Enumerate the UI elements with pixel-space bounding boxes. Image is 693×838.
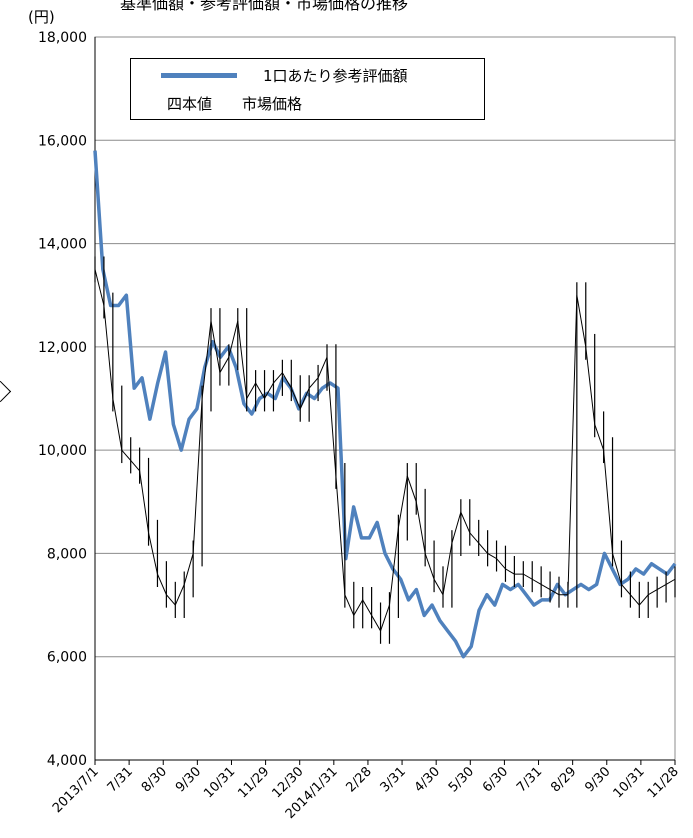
y-axis-unit: (円) [28,8,55,26]
x-tick-label: 8/30 [139,764,170,795]
y-tick-label: 12,000 [38,340,87,356]
series-line-reference-value [93,150,677,659]
x-tick-label: 6/30 [480,764,511,795]
x-tick-label: 10/31 [201,764,238,801]
y-tick-label: 10,000 [38,443,87,459]
legend-swatch-reference-value [161,73,237,78]
x-tick-label: 8/29 [548,764,579,795]
series-line-market-price [94,269,676,633]
legend-label-market-price: 四本値 市場価格 [167,95,303,113]
plot-area [94,36,676,761]
x-tick-label: 5/30 [446,764,477,795]
x-tick-label: 11/28 [645,764,682,801]
x-tick-label: 4/30 [412,764,443,795]
legend-label-reference-value: 1口あたり参考評価額 [263,67,408,85]
y-tick-label: 6,000 [47,650,87,666]
y-tick-label: 8,000 [47,546,87,562]
x-tick-label: 9/30 [582,764,613,795]
x-tick-label: 2/28 [344,764,375,795]
chart-top-text: 基準価額・参考評価額・市場価格の推移 [120,0,409,13]
y-tick-label: 14,000 [38,237,87,253]
x-tick-label: 7/31 [514,764,545,795]
x-tick-label: 11/29 [235,764,272,801]
y-tick-label: 18,000 [38,30,87,46]
x-tick-label: 10/31 [611,764,648,801]
x-tick-label: 9/30 [173,764,204,795]
x-tick-label: 3/31 [378,764,409,795]
x-tick-label: 7/31 [105,764,136,795]
y-tick-label: 16,000 [38,133,87,149]
legend: 1口あたり参考評価額 四本値 市場価格 [130,58,485,120]
x-tick-label: 2013/7/1 [50,764,102,816]
y-tick-label: 4,000 [47,753,87,769]
